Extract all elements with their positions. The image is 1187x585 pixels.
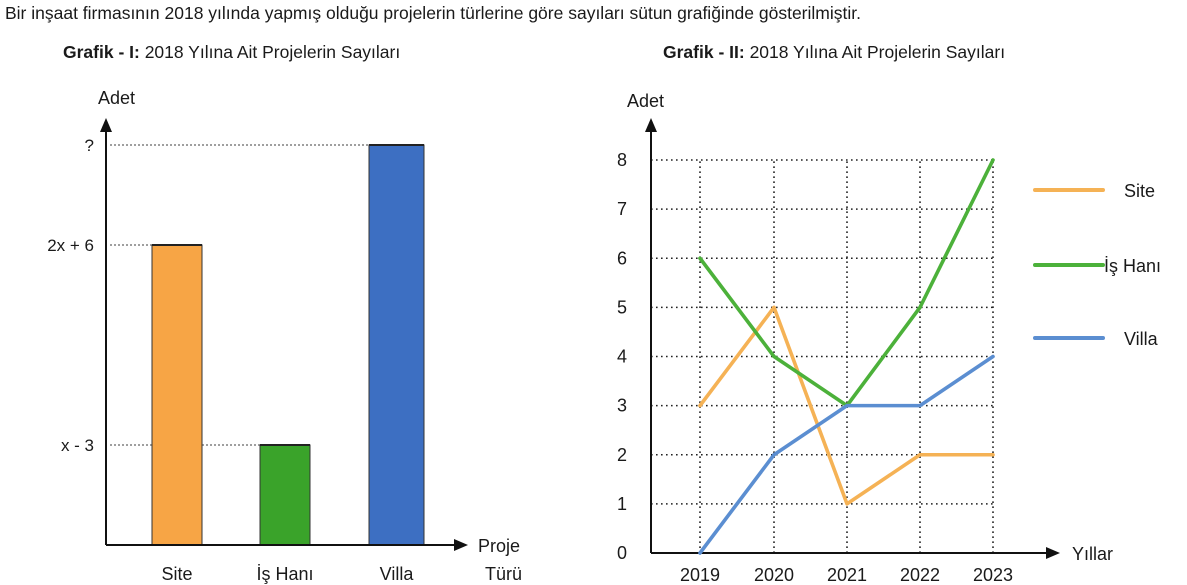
category-label: Site [161,564,192,584]
x-axis-label: Yıllar [1072,544,1113,564]
y-tick-label: 4 [617,347,627,367]
x-axis-label: Proje [478,536,520,556]
y-tick-label: 7 [617,199,627,219]
legend-label: İş Hanı [1104,256,1161,276]
x-tick-label: 2021 [827,565,867,585]
x-axis-arrow [1046,547,1060,559]
y-axis-arrow [100,118,112,132]
category-label: İş Hanı [256,564,313,584]
chart1-title-text: 2018 Yılına Ait Projelerin Sayıları [144,42,401,62]
x-tick-label: 2022 [900,565,940,585]
legend-label: Site [1124,181,1155,201]
x-axis-label: Türü [485,564,522,584]
chart2-title-bold: Grafik - II: [663,42,745,62]
chart1-title-bold: Grafik - I: [63,42,140,62]
y-tick-label: 6 [617,248,627,268]
y-axis-label: Adet [98,88,135,108]
x-tick-label: 2019 [680,565,720,585]
intro-text: Bir inşaat firmasının 2018 yılında yapmı… [5,3,861,23]
category-label: Villa [380,564,415,584]
chart2-title-text: 2018 Yılına Ait Projelerin Sayıları [749,42,1006,62]
x-tick-label: 2020 [754,565,794,585]
y-tick-label: 3 [617,396,627,416]
legend-label: Villa [1124,329,1159,349]
chart1-title: Grafik - I: 2018 Yılına Ait Projelerin S… [63,42,400,63]
bar [368,144,425,546]
y-tick-label: 5 [617,297,627,317]
y-tick-label: 1 [617,494,627,514]
chart2-title: Grafik - II: 2018 Yılına Ait Projelerin … [663,42,1005,63]
y-axis-label: Adet [627,91,664,111]
value-label: 2x + 6 [47,236,94,255]
y-tick-label: 8 [617,150,627,170]
y-tick-label: 2 [617,445,627,465]
x-axis-arrow [454,539,468,551]
y-tick-label: 0 [617,543,627,563]
series-line [698,305,995,506]
x-tick-label: 2023 [973,565,1013,585]
value-label: x - 3 [61,436,94,455]
y-axis-arrow [645,118,657,132]
series-line [698,354,995,555]
value-label: ? [85,136,94,155]
